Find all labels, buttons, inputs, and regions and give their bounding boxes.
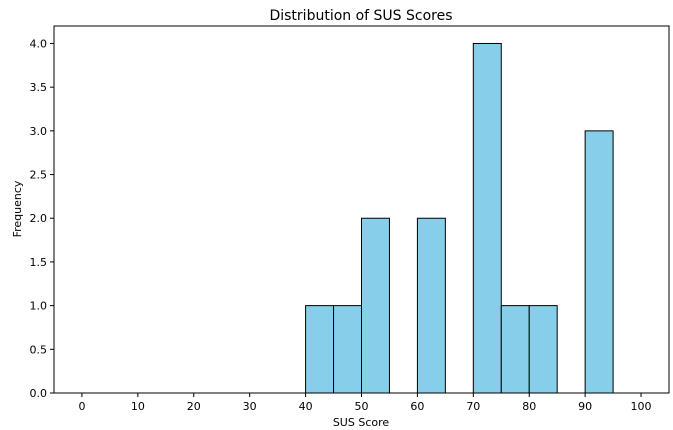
bars-group: [81, 42, 642, 394]
histogram-bar-12: [416, 217, 446, 394]
histogram-bar-8: [305, 305, 335, 394]
y-tick-label-8: 4.0: [30, 37, 48, 50]
y-tick-label-3: 1.5: [30, 256, 48, 269]
x-axis-label: SUS Score: [333, 416, 390, 429]
x-tick-label-10: 100: [631, 400, 652, 413]
histogram-bar-10: [361, 217, 390, 394]
y-tick-label-6: 3.0: [30, 125, 48, 138]
histogram-bar-9: [333, 305, 362, 394]
histogram-bar-16: [528, 305, 558, 394]
x-tick-label-5: 50: [355, 400, 369, 413]
y-tick-label-0: 0.0: [30, 387, 48, 400]
x-tick-label-4: 40: [299, 400, 313, 413]
x-tick-label-3: 30: [243, 400, 257, 413]
x-tick-label-8: 80: [522, 400, 536, 413]
histogram-bar-18: [584, 130, 614, 394]
chart-title: Distribution of SUS Scores: [269, 8, 452, 24]
y-axis-label: Frequency: [11, 180, 24, 237]
x-axis: 0 10 20 30 40 50 60 70 80 90 100: [78, 393, 652, 413]
x-tick-label-1: 10: [131, 400, 145, 413]
y-tick-label-7: 3.5: [30, 81, 48, 94]
x-tick-label-0: 0: [78, 400, 85, 413]
y-tick-label-5: 2.5: [30, 169, 48, 182]
histogram-bar-15: [500, 305, 530, 394]
x-tick-label-7: 70: [466, 400, 480, 413]
y-tick-label-2: 1.0: [30, 300, 48, 313]
y-axis: 0.0 0.5 1.0 1.5 2.0 2.5 3.0 3.5 4.0: [30, 37, 54, 400]
x-tick-label-6: 60: [410, 400, 424, 413]
histogram-bar-14: [472, 42, 502, 394]
x-tick-label-9: 90: [578, 400, 592, 413]
y-tick-label-4: 2.0: [30, 212, 48, 225]
y-tick-label-1: 0.5: [30, 343, 48, 356]
x-tick-label-2: 20: [187, 400, 201, 413]
plot-area: 0 10 20 30 40 50 60 70 80 90 100 0.0 0.5 1.0 1.5 2.0 2.5…: [30, 25, 670, 413]
